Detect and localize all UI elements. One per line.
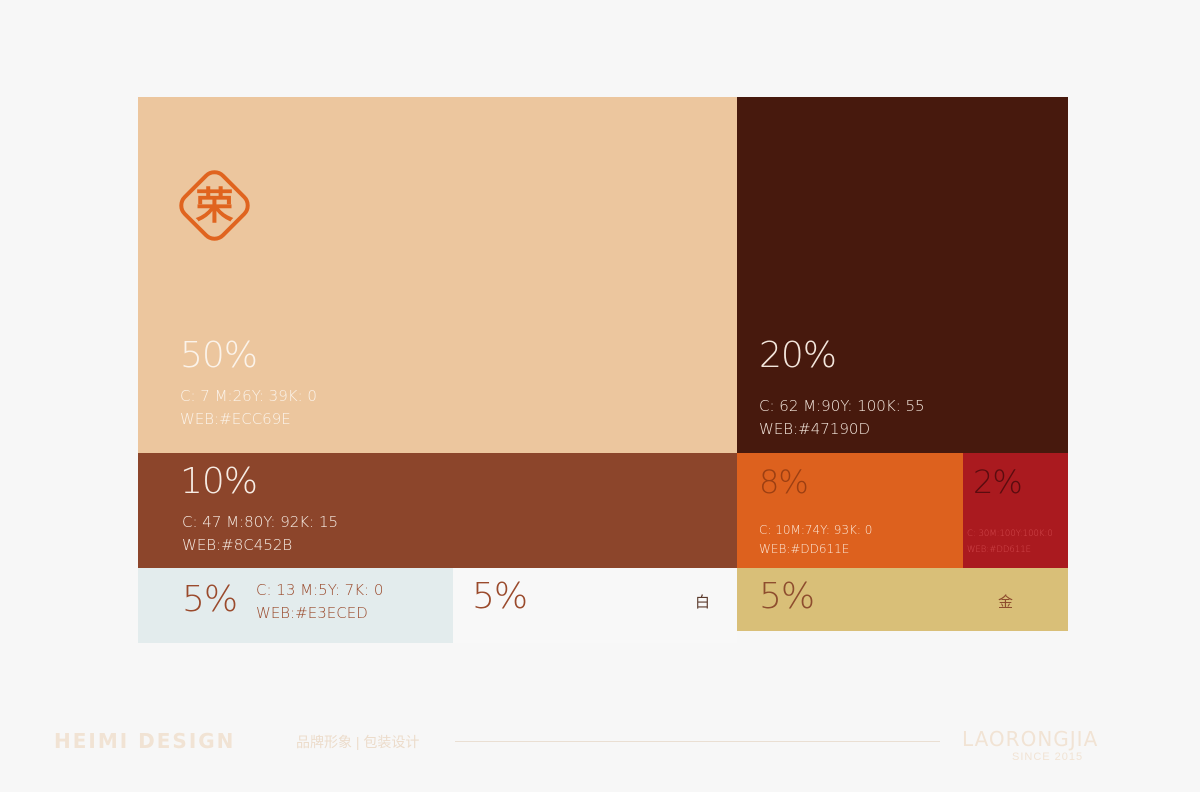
web-dark: WEB:#47190D (759, 420, 871, 438)
svg-text:荣: 荣 (195, 184, 233, 228)
color-swatch-white (453, 568, 737, 643)
cmyk-dark: C: 62 M:90Y: 100K: 55 (759, 397, 925, 415)
footer-brand: HEIMI DESIGN (54, 729, 236, 753)
web-primary: WEB:#ECC69E (180, 410, 291, 428)
color-swatch-light-blue (138, 568, 453, 643)
color-swatch-orange (737, 453, 963, 568)
percent-dark: 20% (759, 335, 837, 376)
cmyk-primary: C: 7 M:26Y: 39K: 0 (180, 387, 317, 405)
footer-divider (455, 741, 940, 742)
percent-orange: 8% (759, 463, 809, 501)
cmyk-brown: C: 47 M:80Y: 92K: 15 (182, 513, 339, 531)
cmyk-red: C: 30M:100Y:100K:0 (967, 529, 1053, 539)
cmyk-light-blue: C: 13 M:5Y: 7K: 0 (256, 581, 384, 599)
percent-white: 5% (472, 576, 528, 617)
footer-right-subtitle: SINCE 2015 (1012, 751, 1084, 763)
percent-primary: 50% (180, 335, 258, 376)
percent-gold: 5% (759, 576, 815, 617)
web-orange: WEB:#DD611E (759, 542, 850, 556)
percent-red: 2% (973, 463, 1023, 501)
color-swatch-gold (737, 568, 1068, 631)
label-white: 白 (695, 593, 711, 611)
color-swatch-brown (138, 453, 737, 568)
percent-brown: 10% (180, 461, 258, 502)
footer-right-title: LAORONGJIA (962, 727, 1099, 751)
percent-light-blue: 5% (182, 579, 238, 620)
cmyk-orange: C: 10M:74Y: 93K: 0 (759, 523, 873, 537)
color-swatch-red (963, 453, 1068, 568)
footer-subtitle: 品牌形象 | 包装设计 (296, 734, 420, 750)
color-swatch-primary (138, 97, 737, 453)
web-light-blue: WEB:#E3ECED (256, 604, 368, 622)
color-swatch-dark (737, 97, 1068, 453)
logo-seal-icon: 荣 (179, 170, 250, 241)
web-red: WEB:#DD611E (967, 545, 1032, 555)
web-brown: WEB:#8C452B (182, 536, 293, 554)
label-gold: 金 (998, 593, 1014, 611)
